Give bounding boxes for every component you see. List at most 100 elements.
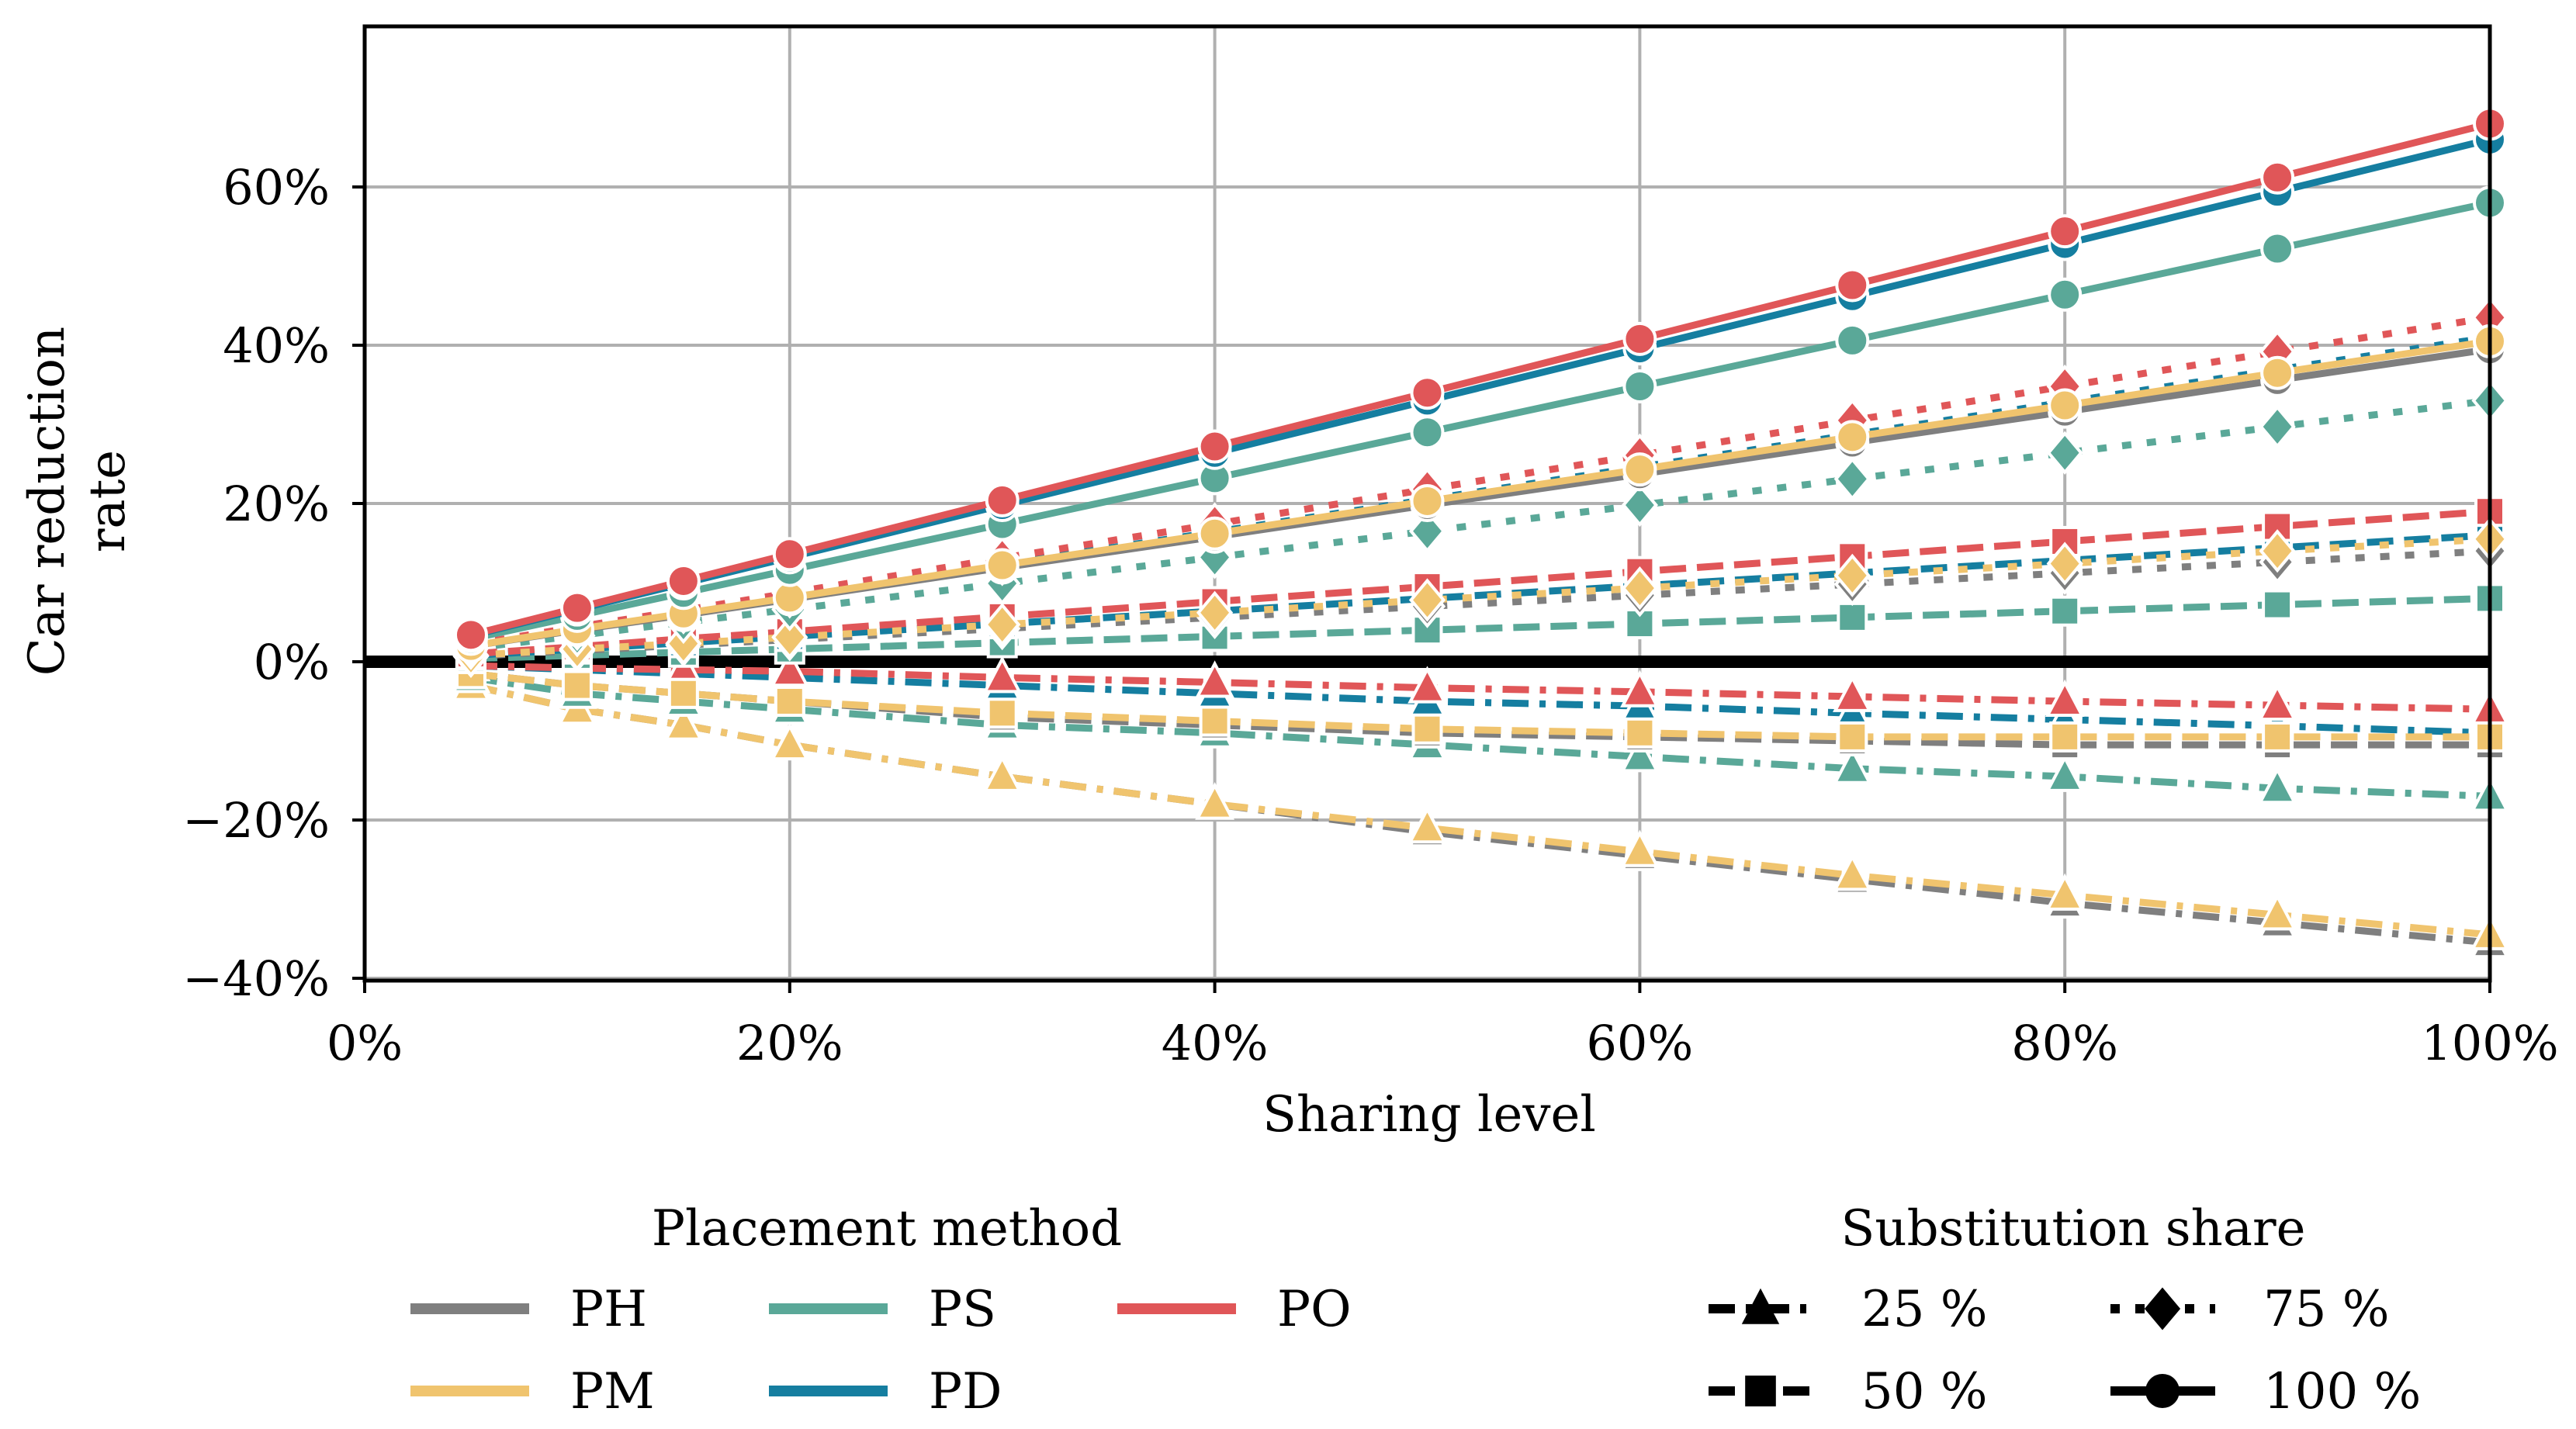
legend-substitution-title: Substitution share xyxy=(1841,1200,2306,1258)
series-line xyxy=(470,535,2491,659)
circle-marker xyxy=(2048,214,2083,249)
series-group xyxy=(451,106,2510,959)
circle-marker xyxy=(1410,483,1445,518)
y-tick-label: −20% xyxy=(182,792,330,849)
square-marker xyxy=(774,686,805,717)
triangle-marker xyxy=(1195,782,1234,820)
triangle-marker xyxy=(1832,746,1872,784)
triangle-marker xyxy=(2045,679,2085,717)
square-marker xyxy=(1745,1375,1776,1407)
x-tick-label: 20% xyxy=(736,1015,843,1071)
triangle-marker xyxy=(1407,805,1447,844)
legend-label: PM xyxy=(570,1363,655,1420)
diamond-marker xyxy=(1621,483,1659,528)
legend-item-ps: PS xyxy=(769,1281,996,1338)
y-tick-label: 60% xyxy=(223,159,330,216)
square-marker xyxy=(1411,713,1443,745)
series-line xyxy=(469,682,2491,946)
legend-item-po: PO xyxy=(1117,1281,1352,1338)
triangle-marker xyxy=(2045,873,2085,911)
circle-marker xyxy=(1622,321,1657,356)
legend-placement-title: Placement method xyxy=(652,1200,1122,1258)
circle-marker xyxy=(2145,1374,2180,1408)
triangle-marker xyxy=(1620,735,1660,773)
square-marker xyxy=(1624,608,1656,640)
triangle-marker xyxy=(1620,829,1660,867)
series-pm-100 xyxy=(453,324,2507,663)
circle-marker xyxy=(1410,415,1445,450)
circle-marker xyxy=(2048,277,2083,312)
legend-item-share-50: 50 % xyxy=(1709,1363,1988,1420)
triangle-marker xyxy=(2257,893,2297,931)
y-tick-label: 20% xyxy=(223,476,330,532)
legend-label: PO xyxy=(1277,1281,1352,1338)
triangle-marker xyxy=(982,754,1023,792)
tick-labels: 0% 20% 40% 60% 80% 100% −40% −20% 0% 20% 40% 60% xyxy=(182,159,2558,1071)
series-po-25 xyxy=(451,643,2510,725)
x-tick-label: 60% xyxy=(1586,1015,1693,1071)
circle-marker xyxy=(2260,355,2295,390)
triangle-marker xyxy=(1407,666,1447,704)
square-marker xyxy=(1624,717,1656,749)
square-marker xyxy=(1837,721,1868,753)
legend-label: PD xyxy=(929,1363,1002,1420)
y-tick-label: 40% xyxy=(223,317,330,374)
circle-marker xyxy=(1835,268,1870,303)
series-line xyxy=(469,682,2491,939)
series-pm-50 xyxy=(455,658,2505,753)
circle-marker xyxy=(559,590,594,625)
legend-item-pd: PD xyxy=(769,1363,1002,1420)
square-marker xyxy=(2049,721,2081,753)
legend-substitution: 25 % 50 % 75 % 100 % xyxy=(1709,1281,2421,1420)
series-line xyxy=(469,199,2491,642)
series-line xyxy=(470,507,2491,658)
legend-label: 25 % xyxy=(1861,1281,1988,1338)
square-marker xyxy=(1199,705,1231,737)
triangle-marker xyxy=(2045,754,2085,792)
circle-marker xyxy=(1622,369,1657,404)
square-marker xyxy=(2262,589,2294,621)
y-axis-label-line2: rate xyxy=(79,450,137,552)
x-tick-label: 80% xyxy=(2011,1015,2118,1071)
diamond-marker xyxy=(1408,578,1446,622)
diamond-marker xyxy=(771,615,808,659)
circle-marker xyxy=(1835,420,1870,455)
y-tick-label: −40% xyxy=(182,950,330,1007)
diamond-marker xyxy=(2144,1287,2181,1330)
diamond-marker xyxy=(2259,529,2296,573)
series-line xyxy=(470,396,2491,652)
triangle-marker xyxy=(770,649,810,687)
square-marker xyxy=(1837,601,1868,633)
circle-marker xyxy=(1197,429,1232,464)
circle-marker xyxy=(2260,160,2295,195)
legend-item-ph: PH xyxy=(410,1281,647,1338)
series-line xyxy=(470,662,2491,737)
triangle-marker xyxy=(1832,674,1872,712)
legend-item-share-75: 75 % xyxy=(2110,1281,2390,1338)
square-marker xyxy=(667,677,699,709)
triangle-marker xyxy=(1195,660,1234,698)
circle-marker xyxy=(1197,516,1232,551)
triangle-marker xyxy=(1620,670,1660,708)
circle-marker xyxy=(985,548,1020,583)
diamond-marker xyxy=(1196,590,1234,635)
diamond-marker xyxy=(1408,509,1446,553)
diamond-marker xyxy=(1621,566,1659,611)
legend-label: PS xyxy=(929,1281,996,1338)
circle-marker xyxy=(1622,452,1657,487)
x-tick-label: 0% xyxy=(327,1015,403,1071)
diamond-marker xyxy=(984,602,1021,647)
circle-marker xyxy=(2048,388,2083,423)
square-marker xyxy=(561,670,593,701)
series-line xyxy=(470,594,2491,663)
triangle-marker xyxy=(2257,766,2297,804)
legend-label: PH xyxy=(570,1281,647,1338)
series-line xyxy=(470,662,2491,713)
circle-marker xyxy=(985,483,1020,517)
legend-placement: PH PM PS PD PO xyxy=(410,1281,1352,1420)
square-marker xyxy=(2262,721,2294,753)
series-po-100 xyxy=(453,106,2507,652)
triangle-marker xyxy=(770,722,810,761)
square-marker xyxy=(986,697,1018,729)
